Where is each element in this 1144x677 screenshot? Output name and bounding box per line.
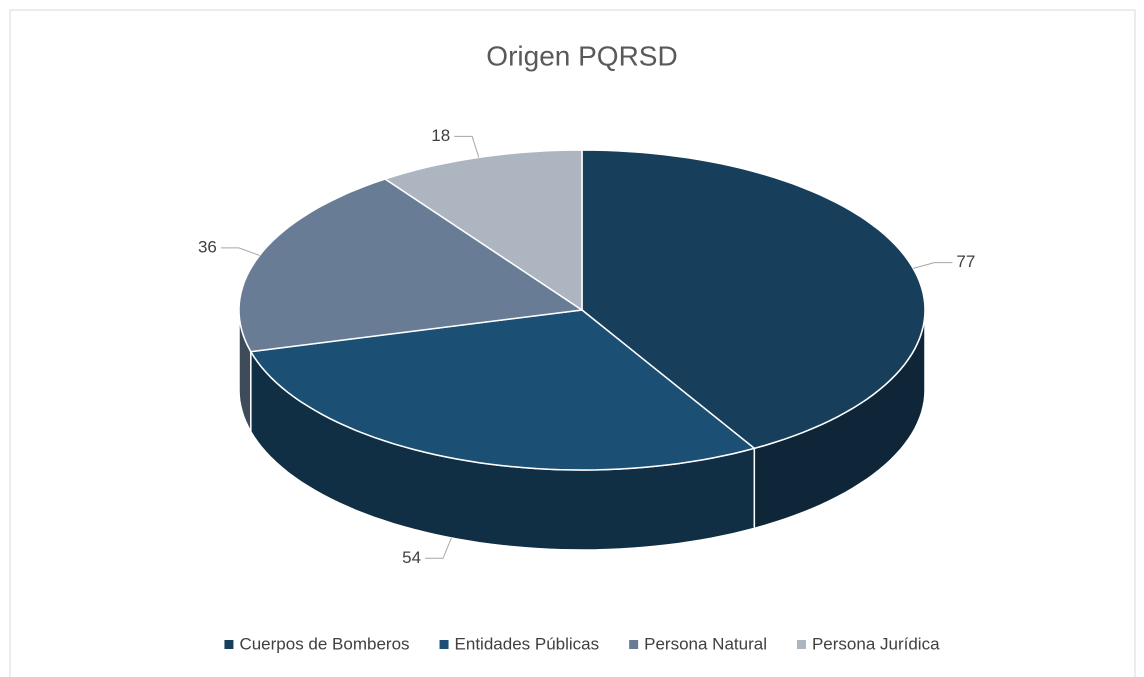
leader-line	[220, 247, 260, 256]
legend-marker	[629, 640, 639, 649]
legend-label: Persona Jurídica	[812, 634, 940, 653]
data-label: 36	[198, 237, 217, 256]
data-label: 77	[956, 252, 975, 271]
data-label: 54	[402, 548, 421, 567]
data-label: 18	[431, 126, 450, 145]
legend-marker	[439, 640, 449, 649]
leader-line	[454, 135, 480, 158]
leader-line	[913, 262, 953, 269]
pie-slice	[249, 309, 756, 471]
legend-marker	[224, 640, 234, 649]
leader-line	[425, 537, 452, 559]
legend-marker	[796, 640, 806, 649]
pie-slice	[238, 178, 585, 353]
legend-label: Entidades Públicas	[455, 634, 600, 653]
chart-title: Origen PQRSD	[486, 40, 677, 71]
pie-slice	[581, 149, 926, 450]
legend-label: Persona Natural	[644, 634, 767, 653]
chart-border	[9, 9, 1136, 677]
legend-label: Cuerpos de Bomberos	[239, 634, 409, 653]
